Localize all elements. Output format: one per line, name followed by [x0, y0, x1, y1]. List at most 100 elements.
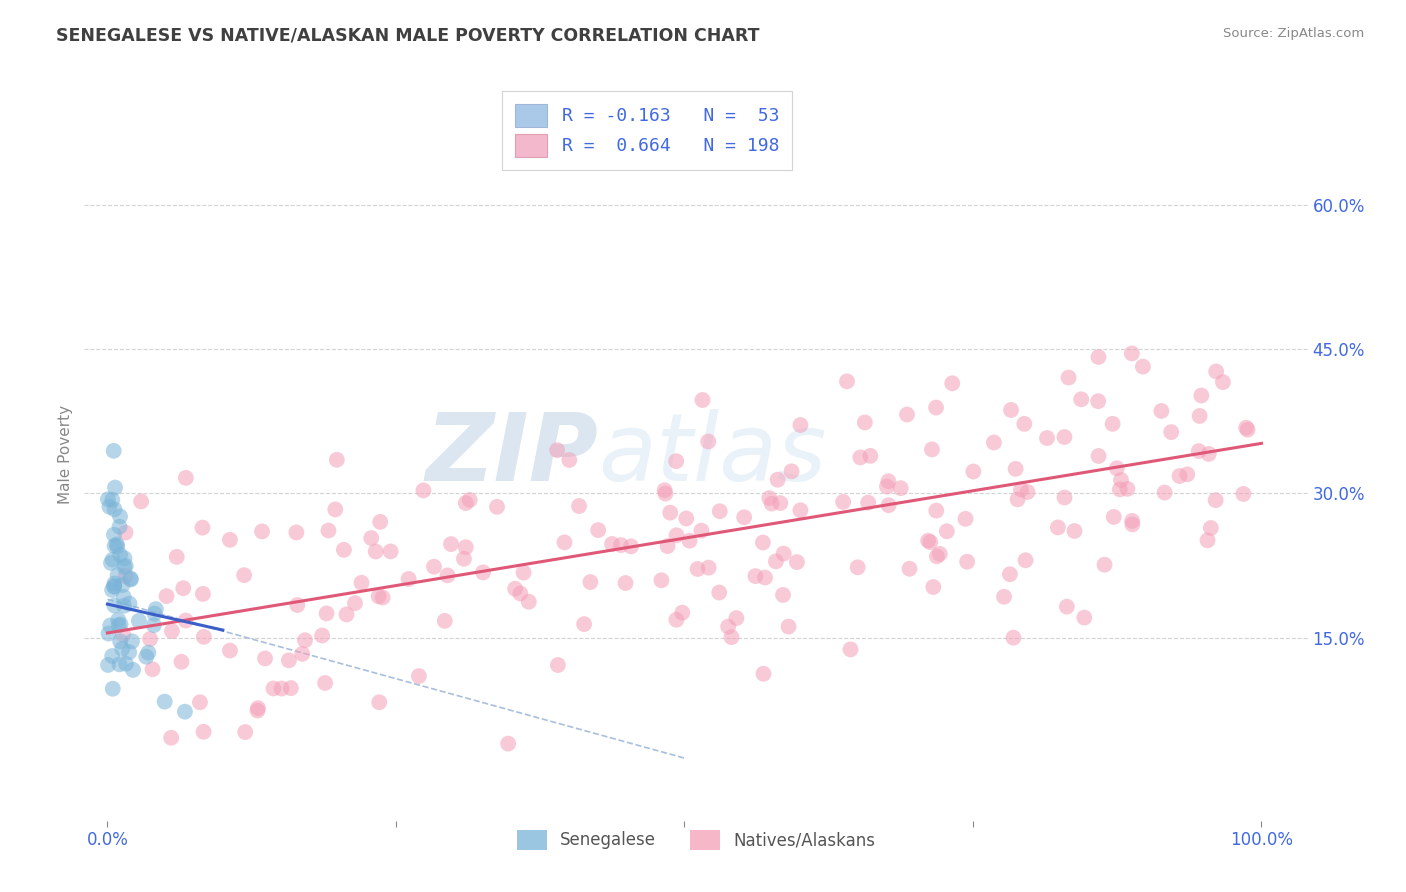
Point: [509, 586, 531, 600]
Point: [546, 443, 568, 458]
Point: [108, 509, 131, 524]
Point: [112, 560, 135, 574]
Point: [568, 499, 591, 513]
Point: [166, 549, 188, 564]
Point: [1000, 403, 1022, 417]
Point: [97, 626, 120, 640]
Point: [360, 531, 382, 545]
Point: [311, 628, 333, 642]
Point: [1105, 461, 1128, 475]
Point: [786, 555, 808, 569]
Point: [1087, 394, 1109, 409]
Point: [101, 492, 124, 507]
Point: [921, 442, 943, 457]
Point: [1160, 425, 1182, 439]
Point: [1189, 388, 1212, 402]
Point: [103, 443, 125, 458]
Point: [859, 449, 882, 463]
Point: [191, 521, 214, 535]
Point: [118, 645, 141, 659]
Point: [650, 574, 672, 588]
Y-axis label: Male Poverty: Male Poverty: [58, 405, 73, 505]
Point: [1121, 514, 1143, 528]
Point: [1087, 350, 1109, 364]
Point: [553, 535, 575, 549]
Point: [110, 617, 132, 632]
Point: [1087, 449, 1109, 463]
Point: [368, 695, 391, 709]
Point: [174, 471, 197, 485]
Point: [983, 435, 1005, 450]
Point: [1002, 631, 1025, 645]
Point: [191, 587, 214, 601]
Point: [108, 634, 131, 648]
Point: [103, 502, 125, 516]
Point: [285, 525, 308, 540]
Point: [665, 454, 688, 468]
Point: [1057, 370, 1080, 384]
Point: [111, 641, 134, 656]
Point: [412, 483, 434, 498]
Point: [433, 614, 456, 628]
Point: [246, 704, 269, 718]
Point: [998, 567, 1021, 582]
Point: [246, 701, 269, 715]
Point: [423, 559, 446, 574]
Point: [105, 537, 128, 551]
Point: [1188, 409, 1211, 423]
Point: [155, 589, 177, 603]
Point: [925, 401, 948, 415]
Point: [107, 568, 129, 582]
Point: [440, 537, 463, 551]
Point: [105, 540, 128, 554]
Point: [925, 503, 948, 517]
Point: [458, 492, 481, 507]
Point: [1053, 491, 1076, 505]
Point: [654, 486, 676, 500]
Point: [547, 658, 569, 673]
Point: [1236, 423, 1258, 437]
Point: [678, 533, 700, 548]
Point: [1168, 469, 1191, 483]
Point: [364, 544, 387, 558]
Point: [832, 495, 855, 509]
Point: [219, 643, 242, 657]
Point: [993, 590, 1015, 604]
Point: [145, 602, 167, 616]
Point: [114, 551, 136, 566]
Text: Source: ZipAtlas.com: Source: ZipAtlas.com: [1223, 27, 1364, 40]
Point: [153, 695, 176, 709]
Point: [896, 408, 918, 422]
Point: [1109, 473, 1132, 487]
Point: [890, 481, 912, 495]
Point: [1004, 462, 1026, 476]
Point: [314, 676, 336, 690]
Point: [920, 535, 942, 549]
Point: [285, 598, 308, 612]
Point: [1121, 346, 1143, 360]
Point: [835, 375, 858, 389]
Point: [1205, 493, 1227, 508]
Point: [1121, 517, 1143, 532]
Point: [408, 669, 430, 683]
Point: [108, 657, 131, 672]
Point: [129, 494, 152, 508]
Point: [1036, 431, 1059, 445]
Point: [671, 606, 693, 620]
Point: [219, 533, 242, 547]
Point: [193, 724, 215, 739]
Point: [350, 575, 373, 590]
Point: [1102, 509, 1125, 524]
Point: [160, 731, 183, 745]
Point: [733, 510, 755, 524]
Point: [1188, 444, 1211, 458]
Point: [107, 613, 129, 627]
Point: [956, 555, 979, 569]
Point: [270, 681, 292, 696]
Point: [657, 539, 679, 553]
Point: [962, 465, 984, 479]
Point: [754, 570, 776, 584]
Point: [277, 653, 299, 667]
Point: [877, 474, 900, 488]
Point: [193, 630, 215, 644]
